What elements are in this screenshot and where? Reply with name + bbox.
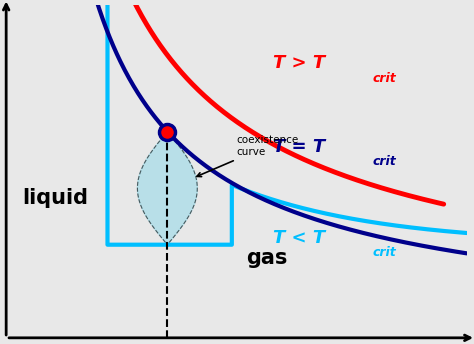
Text: crit: crit [372, 155, 396, 168]
Text: T = T: T = T [273, 138, 326, 155]
Text: crit: crit [372, 246, 396, 259]
Text: gas: gas [246, 248, 287, 268]
Text: liquid: liquid [22, 188, 88, 208]
Text: T < T: T < T [273, 229, 326, 247]
Text: T > T: T > T [273, 54, 326, 73]
Text: coexistence
curve: coexistence curve [197, 135, 299, 176]
Text: crit: crit [372, 72, 396, 85]
Polygon shape [137, 132, 197, 245]
